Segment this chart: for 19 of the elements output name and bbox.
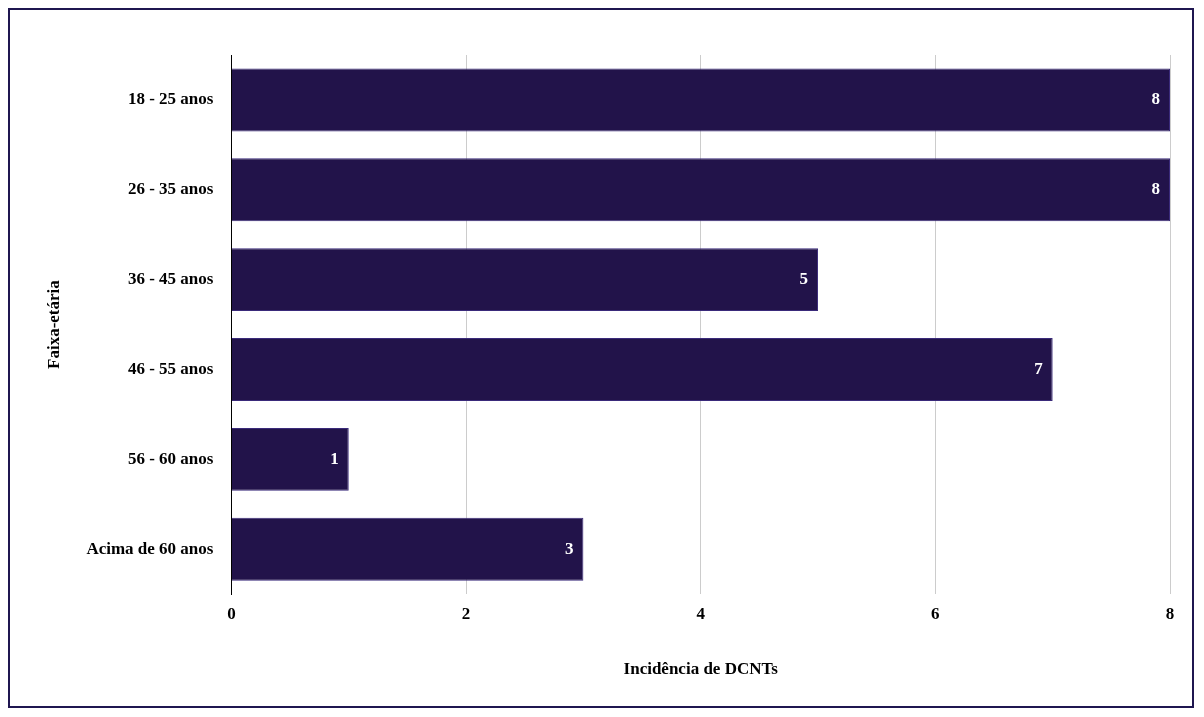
x-tick-label: 2 xyxy=(461,603,471,623)
data-label: 3 xyxy=(564,538,574,558)
y-tick-label: Acima de 60 anos xyxy=(86,538,214,558)
data-label: 7 xyxy=(1034,358,1044,378)
x-axis-title: Incidência de DCNTs xyxy=(623,659,779,679)
x-tick-label: 8 xyxy=(1165,603,1175,623)
x-tick-label: 4 xyxy=(696,603,706,623)
y-tick-label: 56 - 60 anos xyxy=(127,448,214,468)
data-label: 8 xyxy=(1151,89,1160,109)
y-tick-label: 26 - 35 anos xyxy=(127,179,214,199)
y-axis-title: Faixa-etária xyxy=(43,279,63,369)
y-tick-label: 46 - 55 anos xyxy=(127,358,214,378)
data-label: 5 xyxy=(799,269,809,289)
data-label: 8 xyxy=(1151,179,1160,199)
x-tick-label: 0 xyxy=(227,603,236,623)
data-label: 1 xyxy=(330,448,339,468)
x-tick-label: 6 xyxy=(931,603,940,623)
y-tick-label: 18 - 25 anos xyxy=(127,89,214,109)
y-tick-label: 36 - 45 anos xyxy=(127,269,214,289)
